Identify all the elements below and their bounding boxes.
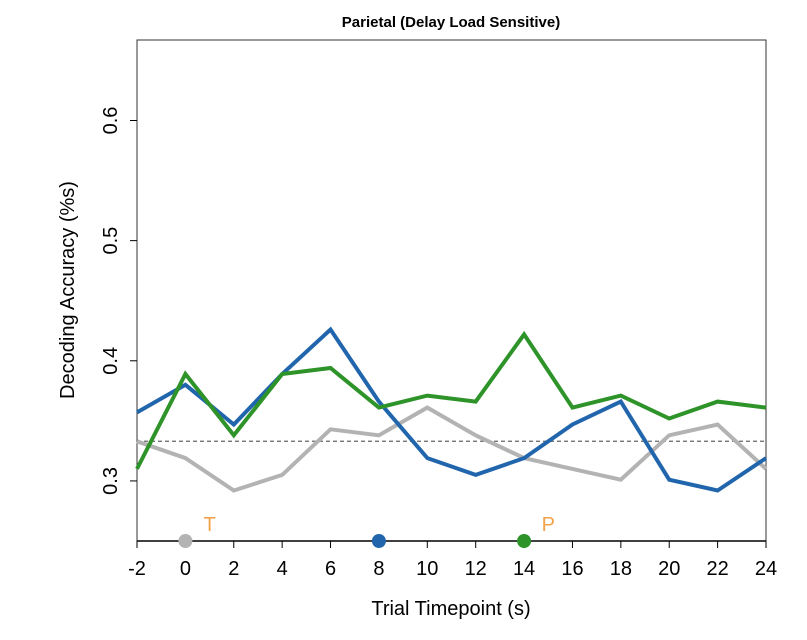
x-tick-label: 10 [416, 558, 438, 580]
x-tick-label: 22 [706, 558, 728, 580]
x-tick-label: 18 [610, 558, 632, 580]
x-tick-label: 20 [658, 558, 680, 580]
x-tick-label: 12 [465, 558, 487, 580]
x-tick-label: 8 [373, 558, 384, 580]
event-label-p: P [542, 514, 555, 536]
y-axis: 0.3 0.4 0.5 0.6 [100, 107, 137, 495]
series-line-2 [136, 326, 768, 493]
x-tick-label: 2 [228, 558, 239, 580]
y-tick-label: 0.3 [100, 467, 122, 495]
x-axis: -2 0 2 4 6 8 10 12 14 16 18 20 22 24 [128, 541, 777, 580]
x-tick-label: 0 [180, 558, 191, 580]
y-tick-label: 0.5 [100, 227, 122, 255]
series-line-3 [135, 330, 767, 470]
series-line-1 [136, 405, 768, 493]
y-tick-label: 0.6 [100, 107, 122, 135]
event-marker-2 [371, 534, 386, 548]
x-tick-label: 6 [325, 558, 336, 580]
y-axis-label: Decoding Accuracy (%s) [57, 181, 79, 399]
x-tick-label: 16 [561, 558, 583, 580]
x-tick-label: 4 [277, 558, 288, 580]
series-lines [135, 326, 768, 493]
x-tick-label: 24 [755, 558, 777, 580]
event-marker-1 [178, 534, 193, 548]
event-marker-3 [517, 534, 532, 548]
chart-title: Parietal (Delay Load Sensitive) [342, 14, 560, 31]
x-axis-label: Trial Timepoint (s) [371, 598, 530, 620]
x-tick-label: -2 [128, 558, 146, 580]
x-tick-label: 14 [513, 558, 535, 580]
event-label-t: T [203, 514, 215, 536]
y-tick-label: 0.4 [100, 347, 122, 375]
